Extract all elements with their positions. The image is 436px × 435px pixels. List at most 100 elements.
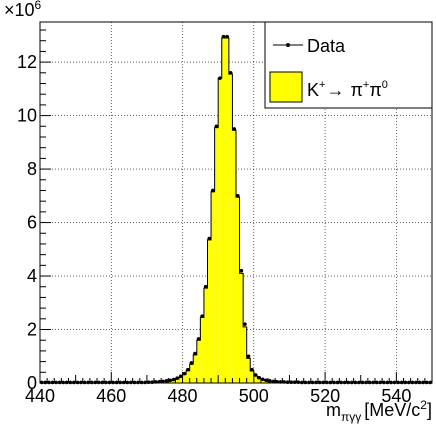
x-tick-label: 480	[168, 386, 198, 406]
data-point	[143, 380, 147, 385]
data-point	[260, 377, 265, 382]
legend-mc-pi-sup: +	[363, 79, 369, 91]
mc-bin	[232, 130, 236, 383]
y-tick-label: 12	[17, 52, 37, 72]
data-point	[207, 236, 212, 241]
data-point	[271, 379, 276, 384]
data-point	[264, 378, 269, 383]
legend-mc-arrow: →	[326, 80, 344, 100]
legend-mc-label: K+→ π+π0	[307, 79, 388, 100]
data-point	[139, 380, 144, 385]
data-point	[136, 380, 140, 385]
mc-bin	[175, 378, 179, 383]
data-point	[125, 380, 130, 385]
data-point	[357, 380, 361, 385]
y-multiplier: ×106	[4, 0, 42, 20]
data-point	[132, 380, 137, 385]
legend-data-marker	[286, 43, 290, 47]
data-point	[407, 380, 411, 385]
y-tick-label: 10	[17, 106, 37, 126]
data-point	[378, 380, 383, 385]
mc-bin	[225, 38, 229, 384]
data-point	[382, 380, 386, 385]
data-point	[225, 34, 229, 39]
y-tick-label: 0	[27, 373, 37, 393]
data-point	[239, 268, 244, 273]
mc-bin	[236, 197, 240, 383]
y-tick-label: 2	[27, 320, 37, 340]
data-point	[193, 351, 197, 356]
data-point	[417, 380, 422, 385]
mc-bin	[193, 354, 197, 383]
data-point	[182, 371, 187, 376]
data-point	[79, 380, 83, 385]
data-point	[107, 380, 112, 385]
x-axis-title-unit: [MeV/c	[364, 400, 420, 420]
data-point	[321, 380, 326, 385]
data-point	[168, 378, 172, 383]
mc-bin	[203, 288, 208, 383]
mc-bin	[171, 380, 176, 383]
data-point	[196, 337, 201, 341]
mc-bin	[218, 78, 222, 384]
data-point	[200, 314, 204, 318]
mc-bin	[260, 379, 265, 383]
legend-mc-k-sup: +	[319, 79, 325, 91]
data-point	[86, 380, 90, 385]
x-axis-title-close: ]	[427, 400, 432, 420]
data-point	[367, 380, 372, 385]
y-tick-label: 4	[27, 266, 37, 286]
data-point	[403, 380, 408, 385]
legend-mc-pi: π	[350, 80, 362, 100]
data-point	[339, 380, 343, 385]
data-point	[129, 380, 133, 385]
x-axis-title-main: m	[326, 400, 341, 420]
mc-bin	[221, 38, 226, 384]
mc-bin	[186, 370, 190, 383]
data-point	[64, 380, 69, 385]
mc-bin	[211, 191, 215, 383]
data-point	[175, 376, 179, 380]
data-point	[218, 76, 222, 80]
y-tick-label: 6	[27, 213, 37, 233]
data-point	[385, 380, 390, 385]
y-multiplier-exp: 6	[35, 0, 42, 12]
data-point	[82, 380, 87, 385]
legend-mc-k: K	[307, 80, 319, 100]
data-point	[342, 380, 347, 385]
data-point	[61, 380, 65, 385]
data-point	[364, 380, 368, 385]
data-point	[100, 380, 105, 385]
data-point	[178, 374, 183, 379]
x-tick-label: 440	[25, 386, 55, 406]
mc-bin	[189, 364, 194, 383]
data-point	[54, 380, 58, 385]
data-point	[171, 377, 176, 382]
data-point	[353, 380, 358, 385]
x-tick-label: 540	[381, 386, 411, 406]
data-point	[57, 380, 62, 385]
data-point	[268, 379, 272, 383]
data-point	[39, 380, 44, 385]
mc-bin	[182, 374, 187, 383]
mc-bin	[246, 358, 251, 383]
mc-bin	[250, 370, 254, 383]
legend: Data K+→ π+π0	[264, 21, 433, 109]
x-axis-title-unit-sup: 2	[420, 398, 427, 412]
data-point	[392, 380, 397, 385]
data-point	[414, 380, 418, 385]
plot-frame	[39, 21, 433, 384]
data-point	[310, 380, 315, 385]
data-point	[350, 380, 354, 385]
data-point	[335, 380, 340, 385]
data-point	[121, 380, 126, 385]
legend-mc-pi0-sup: 0	[382, 79, 388, 91]
x-tick-label: 520	[310, 386, 340, 406]
mc-bin	[196, 340, 201, 383]
data-point	[300, 380, 304, 385]
data-point	[317, 380, 322, 385]
data-point	[396, 380, 400, 385]
data-point	[104, 380, 108, 385]
data-point	[72, 380, 76, 385]
